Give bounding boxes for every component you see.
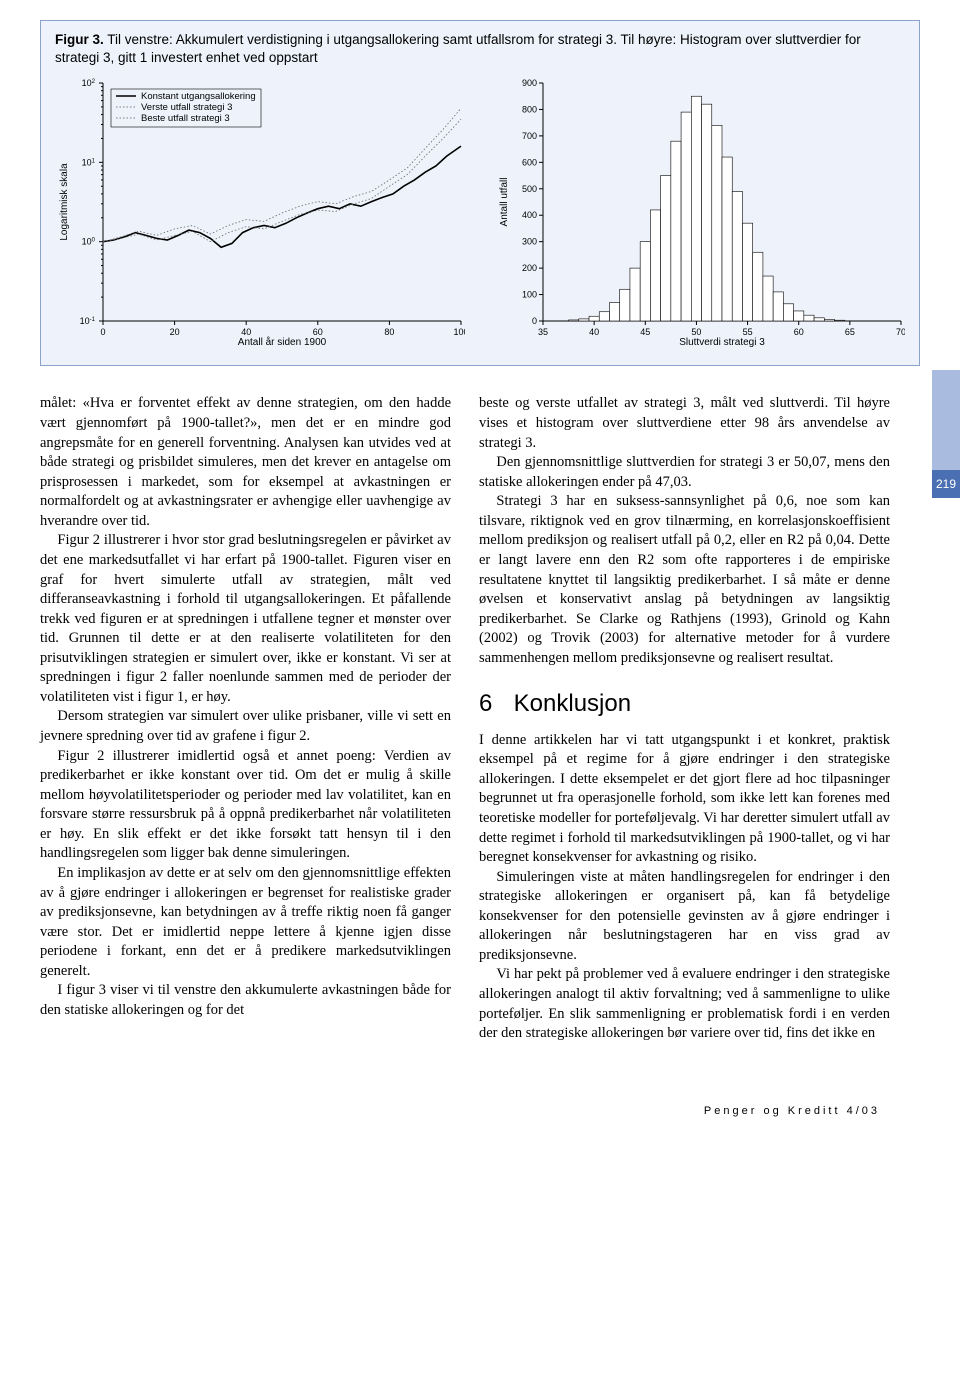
section-6-title: Konklusjon	[514, 690, 631, 717]
body-p5: En implikasjon av dette er at selv om de…	[40, 864, 451, 981]
body-p12: Vi har pekt på problemer ved å evaluere …	[479, 965, 890, 1043]
body-p7: beste og verste utfallet av strategi 3, …	[479, 394, 890, 453]
svg-text:500: 500	[522, 184, 537, 194]
figure-3-left-chart: 10-1 100 101 102 0 20 40 60 80 100 Antall år siden…	[55, 77, 465, 347]
svg-text:101: 101	[82, 158, 96, 168]
figure-3-right-chart: 0 100 200 300 400 500 600 700 800 900 35 40 45 50 55 60…	[495, 77, 905, 347]
svg-text:Verste utfall strategi 3: Verste utfall strategi 3	[141, 102, 232, 113]
body-p6: I figur 3 viser vi til venstre den akkum…	[40, 981, 451, 1020]
body-p1: målet: «Hva er forventet effekt av denne…	[40, 394, 451, 531]
svg-text:80: 80	[384, 327, 394, 337]
svg-text:Antall år siden 1900: Antall år siden 1900	[238, 336, 327, 347]
figure-3-label: Figur 3.	[55, 32, 104, 47]
svg-text:600: 600	[522, 158, 537, 168]
svg-text:0: 0	[532, 316, 537, 326]
svg-text:20: 20	[170, 327, 180, 337]
svg-text:70: 70	[896, 327, 905, 337]
svg-text:100: 100	[453, 327, 465, 337]
svg-text:700: 700	[522, 131, 537, 141]
journal-footer: Penger og Kreditt 4/03	[40, 1104, 920, 1119]
svg-text:Antall utfall: Antall utfall	[499, 178, 510, 227]
svg-text:40: 40	[241, 327, 251, 337]
svg-text:40: 40	[589, 327, 599, 337]
body-p2: Figur 2 illustrerer i hvor stor grad bes…	[40, 531, 451, 707]
svg-text:60: 60	[794, 327, 804, 337]
svg-text:900: 900	[522, 78, 537, 88]
svg-text:400: 400	[522, 211, 537, 221]
body-p8: Den gjennomsnittlige sluttverdien for st…	[479, 453, 890, 492]
svg-text:50: 50	[691, 327, 701, 337]
svg-text:Sluttverdi strategi 3: Sluttverdi strategi 3	[679, 337, 765, 347]
body-p3: Dersom strategien var simulert over ulik…	[40, 707, 451, 746]
svg-text:200: 200	[522, 264, 537, 274]
body-p10: I denne artikkelen har vi tatt utgangspu…	[479, 731, 890, 868]
figure-3-caption: Figur 3. Til venstre: Akkumulert verdist…	[55, 31, 905, 67]
body-p9: Strategi 3 har en suksess-sannsynlighet …	[479, 492, 890, 668]
svg-text:Logaritmisk skala: Logaritmisk skala	[59, 163, 70, 241]
body-p4: Figur 2 illustrerer imidlertid også et a…	[40, 747, 451, 864]
svg-text:Beste utfall strategi 3: Beste utfall strategi 3	[141, 113, 230, 124]
figure-3-box: Figur 3. Til venstre: Akkumulert verdist…	[40, 20, 920, 366]
body-text-columns: målet: «Hva er forventet effekt av denne…	[40, 394, 920, 1043]
svg-text:35: 35	[538, 327, 548, 337]
svg-text:100: 100	[82, 237, 96, 247]
svg-text:102: 102	[82, 78, 96, 88]
figure-3-caption-text: Til venstre: Akkumulert verdistigning i …	[55, 32, 861, 65]
section-6-heading: 6 Konklusjon	[479, 688, 890, 720]
svg-text:60: 60	[313, 327, 323, 337]
svg-text:Konstant utgangsallokering: Konstant utgangsallokering	[141, 91, 256, 102]
svg-text:800: 800	[522, 105, 537, 115]
side-tab	[932, 370, 960, 470]
svg-text:10-1: 10-1	[80, 316, 96, 326]
svg-text:0: 0	[100, 327, 105, 337]
body-p11: Simuleringen viste at måten handlingsreg…	[479, 868, 890, 966]
svg-text:300: 300	[522, 237, 537, 247]
svg-text:45: 45	[640, 327, 650, 337]
page-number-badge: 219	[932, 470, 960, 498]
svg-text:65: 65	[845, 327, 855, 337]
svg-text:100: 100	[522, 290, 537, 300]
section-6-number: 6	[479, 688, 507, 720]
svg-text:55: 55	[743, 327, 753, 337]
